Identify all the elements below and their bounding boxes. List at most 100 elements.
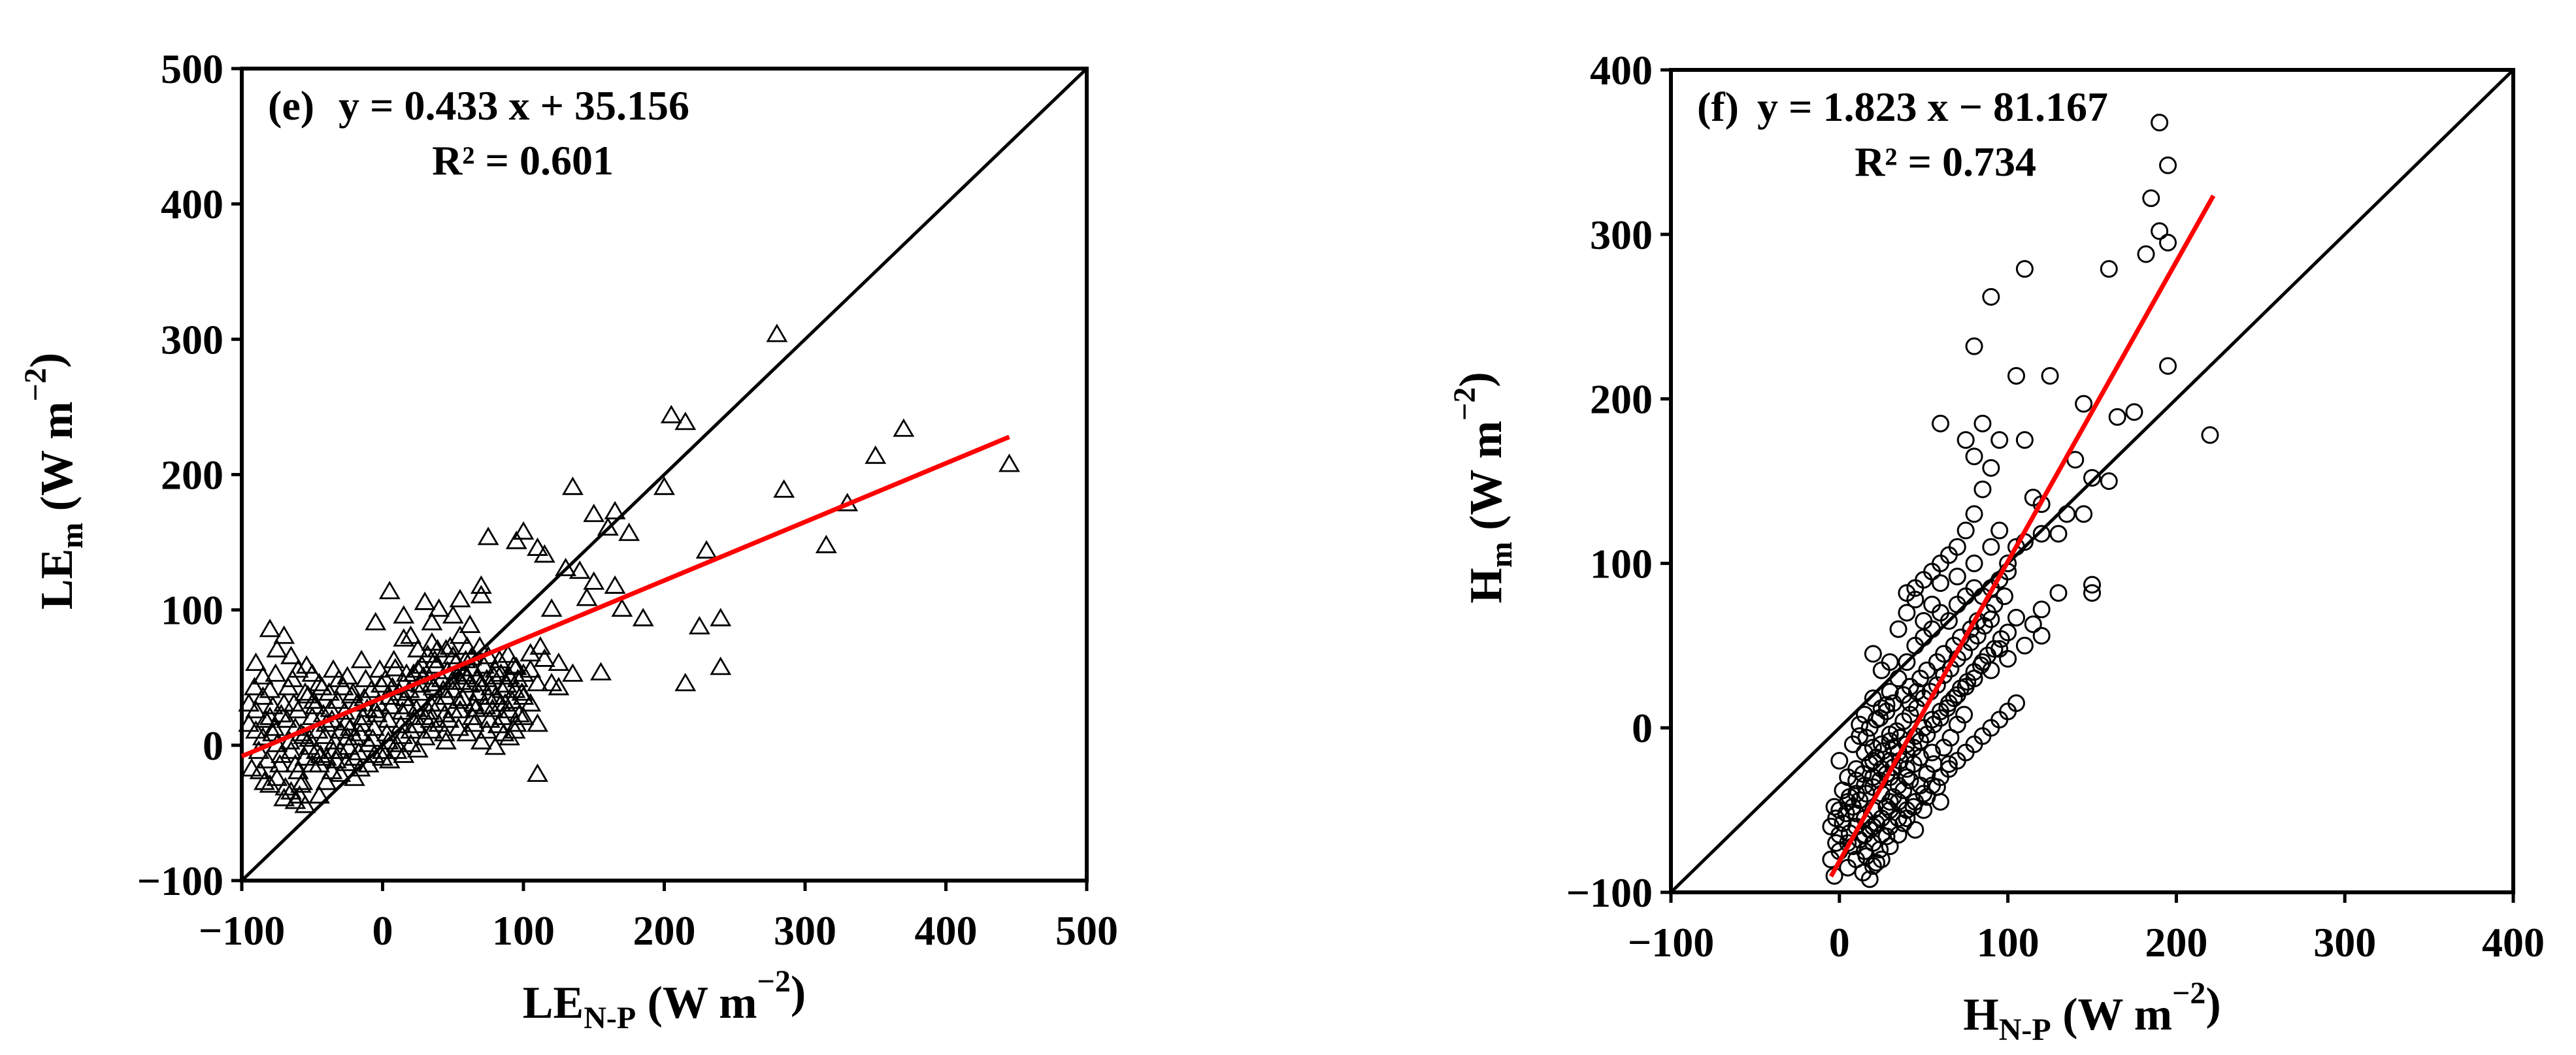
data-point bbox=[2151, 114, 2169, 132]
data-point bbox=[527, 713, 548, 732]
data-point bbox=[1973, 414, 1992, 432]
data-point bbox=[815, 534, 837, 553]
data-point bbox=[1999, 554, 2017, 572]
data-point bbox=[1990, 521, 2009, 540]
data-point bbox=[1860, 820, 1879, 839]
data-point bbox=[1889, 620, 1907, 638]
data-point bbox=[261, 722, 284, 741]
data-point bbox=[480, 677, 502, 696]
x-tick-label: 200 bbox=[2145, 919, 2207, 966]
data-point bbox=[1894, 814, 1913, 832]
y-axis-label-unit: (W m bbox=[1461, 421, 1511, 542]
data-point bbox=[404, 706, 426, 725]
data-point bbox=[294, 682, 316, 701]
data-point bbox=[1825, 798, 1843, 816]
data-point bbox=[274, 777, 297, 796]
data-point bbox=[2007, 694, 2025, 712]
data-point bbox=[294, 747, 316, 766]
data-point bbox=[383, 649, 405, 668]
data-point bbox=[512, 706, 535, 725]
y-axis-label-close: ) bbox=[1451, 372, 1501, 387]
data-point bbox=[1999, 649, 2017, 668]
data-point bbox=[280, 645, 302, 664]
data-point bbox=[293, 725, 315, 744]
data-point bbox=[470, 585, 492, 604]
y-axis-label: LEm (W m−2) bbox=[18, 353, 90, 609]
data-point bbox=[483, 666, 505, 685]
data-point bbox=[1898, 653, 1916, 671]
data-points bbox=[238, 323, 1020, 813]
data-point bbox=[406, 639, 429, 658]
data-point bbox=[766, 323, 788, 342]
data-point bbox=[406, 739, 429, 758]
data-point bbox=[527, 763, 548, 782]
data-point bbox=[1924, 715, 1943, 734]
data-point bbox=[245, 700, 267, 719]
data-point bbox=[1955, 706, 1973, 724]
data-point bbox=[449, 589, 471, 608]
data-point bbox=[1915, 612, 1933, 630]
data-point bbox=[2015, 636, 2034, 655]
data-point bbox=[2015, 260, 2034, 278]
data-point bbox=[604, 575, 626, 594]
data-point bbox=[448, 717, 470, 736]
data-point bbox=[1881, 837, 1899, 855]
data-point bbox=[674, 412, 697, 430]
data-point bbox=[1965, 663, 1983, 681]
data-point bbox=[1982, 610, 2000, 628]
data-point bbox=[1840, 788, 1858, 806]
data-point bbox=[561, 476, 584, 495]
data-point bbox=[2142, 189, 2160, 207]
data-point bbox=[252, 666, 274, 685]
r-squared: R² = 0.601 bbox=[432, 137, 614, 184]
data-point bbox=[1855, 706, 1874, 724]
data-point bbox=[2007, 366, 2025, 385]
data-point bbox=[349, 758, 371, 777]
data-point bbox=[583, 571, 605, 590]
data-point bbox=[1877, 827, 1896, 845]
data-point bbox=[360, 679, 382, 698]
data-point bbox=[548, 677, 570, 696]
y-axis-label-sub: m bbox=[1484, 542, 1519, 568]
data-point bbox=[1973, 480, 1992, 498]
regression-equation: y = 0.433 x + 35.156 bbox=[339, 82, 689, 129]
y-tick-label: 500 bbox=[161, 46, 223, 92]
data-point bbox=[2032, 626, 2051, 645]
data-point bbox=[349, 722, 371, 741]
x-axis-label-close: ) bbox=[2205, 979, 2221, 1030]
data-point bbox=[1881, 725, 1899, 743]
data-point bbox=[391, 725, 414, 744]
data-point bbox=[428, 598, 450, 617]
y-axis-label: Hm (W m−2) bbox=[1447, 372, 1519, 603]
data-point bbox=[461, 706, 484, 725]
data-point bbox=[1889, 826, 1907, 844]
r-squared: R² = 0.734 bbox=[1855, 138, 2036, 185]
data-point bbox=[377, 731, 399, 750]
y-tick-label: 200 bbox=[1590, 376, 1653, 423]
data-point bbox=[1901, 706, 1919, 724]
data-point bbox=[2058, 505, 2076, 523]
data-point bbox=[337, 726, 359, 745]
data-point bbox=[314, 725, 336, 744]
x-tick-label: 0 bbox=[1829, 919, 1850, 966]
data-point bbox=[1906, 820, 1924, 839]
data-point bbox=[1830, 752, 1849, 770]
data-point bbox=[597, 517, 619, 536]
data-point bbox=[527, 672, 548, 692]
data-point bbox=[325, 750, 347, 769]
data-point bbox=[1915, 801, 1933, 819]
data-point bbox=[1872, 661, 1891, 679]
data-point bbox=[329, 763, 352, 782]
data-point bbox=[533, 648, 555, 667]
data-point bbox=[2083, 584, 2101, 602]
data-point bbox=[2159, 357, 2177, 375]
x-tick-label: −100 bbox=[199, 907, 285, 954]
data-point bbox=[393, 628, 415, 647]
data-point bbox=[459, 614, 481, 634]
regression-line bbox=[240, 434, 1010, 758]
data-point bbox=[365, 611, 387, 630]
data-point bbox=[1868, 749, 1886, 767]
x-tick-label: 0 bbox=[372, 907, 393, 954]
y-tick-label: 300 bbox=[161, 316, 223, 363]
